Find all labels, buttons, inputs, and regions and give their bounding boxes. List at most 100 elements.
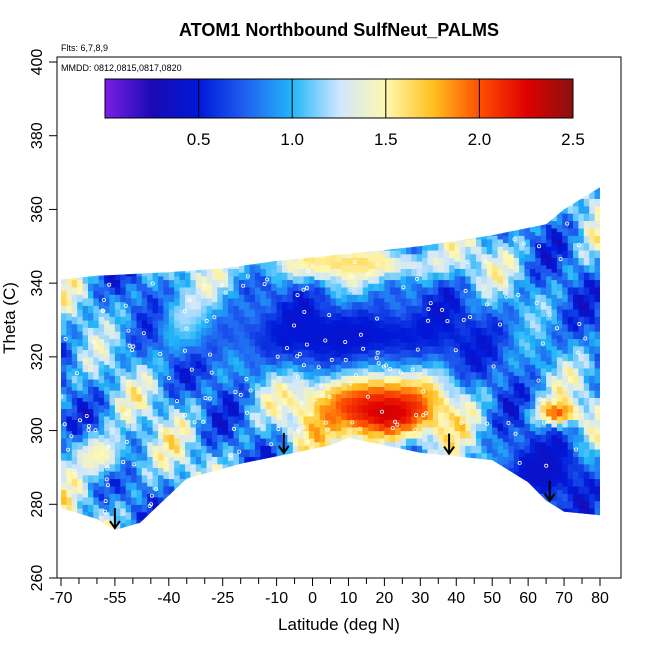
heatmap-cell (406, 423, 412, 432)
heatmap-cell (524, 423, 531, 432)
heatmap-cell (104, 408, 111, 417)
heatmap-cell (314, 264, 321, 273)
heatmap-cell (513, 345, 520, 354)
sample-point (343, 357, 348, 362)
heatmap-cell (190, 441, 197, 450)
sample-point (124, 411, 129, 416)
heatmap-cell (497, 305, 504, 314)
heatmap-cell (265, 423, 272, 432)
sample-point (350, 420, 355, 425)
heatmap-cell (228, 401, 235, 410)
heatmap-cell (551, 294, 558, 303)
heatmap-cell (427, 441, 434, 450)
heatmap-cell (260, 327, 267, 336)
x-tick-label: 50 (483, 590, 501, 607)
heatmap-cell (529, 379, 536, 387)
heatmap-cell (195, 301, 202, 310)
heatmap-cell (583, 272, 590, 281)
plot-frame (56, 56, 622, 579)
heatmap-cell (357, 404, 364, 413)
heatmap-cell (211, 345, 218, 354)
heatmap-cell (168, 426, 175, 435)
heatmap-cell (379, 334, 385, 343)
heatmap-cell (238, 264, 245, 273)
heatmap-cell (66, 334, 73, 343)
sample-point (295, 354, 300, 359)
heatmap-cell (476, 290, 482, 299)
heatmap-cell (298, 379, 305, 387)
heatmap-cell (201, 312, 208, 321)
heatmap-cell (529, 445, 536, 454)
heatmap-cell (88, 401, 94, 410)
heatmap-cell (255, 434, 261, 443)
heatmap-cell (529, 275, 536, 284)
heatmap-cell (325, 375, 332, 384)
heatmap-cell (233, 445, 240, 454)
heatmap-cell (249, 338, 256, 347)
heatmap-cell (583, 227, 590, 236)
heatmap-cell (476, 305, 482, 314)
heatmap-cell (179, 331, 186, 340)
y-tick-label: 260 (29, 565, 46, 592)
heatmap-cell (432, 250, 439, 258)
heatmap-cell (190, 375, 197, 384)
heatmap-cell (567, 272, 574, 281)
heatmap-cell (476, 445, 482, 454)
heatmap-cell (519, 316, 526, 325)
sample-point (387, 366, 392, 371)
heatmap-cell (93, 356, 100, 365)
heatmap-cell (362, 338, 369, 347)
heatmap-cell (373, 364, 380, 373)
heatmap-cell (298, 268, 305, 277)
heatmap-cell (416, 246, 423, 255)
heatmap-cell (583, 279, 590, 288)
heatmap-cell (454, 356, 461, 365)
heatmap-cell (416, 356, 423, 365)
sample-point (238, 392, 243, 397)
heatmap-cell (540, 294, 547, 303)
heatmap-cell (61, 460, 67, 469)
heatmap-cell (411, 342, 418, 351)
heatmap-cell (589, 323, 596, 332)
heatmap-cell (481, 283, 488, 292)
heatmap-cell (573, 264, 579, 273)
heatmap-cell (82, 474, 89, 483)
heatmap-cell (476, 349, 482, 358)
heatmap-cell (287, 331, 294, 340)
heatmap-cell (314, 323, 321, 332)
heatmap-cell (373, 268, 380, 277)
heatmap-cell (163, 294, 170, 303)
heatmap-cell (384, 353, 391, 362)
sample-point (159, 427, 164, 432)
heatmap-cell (476, 408, 482, 417)
heatmap-cell (141, 342, 148, 351)
heatmap-cell (476, 327, 482, 336)
heatmap-cell (61, 496, 67, 505)
heatmap-cell (66, 504, 73, 513)
heatmap-cell (519, 345, 526, 354)
heatmap-cell (131, 445, 138, 454)
sample-point (295, 375, 300, 380)
heatmap-cell (265, 460, 272, 469)
heatmap-cell (432, 426, 439, 435)
heatmap-cell (271, 349, 278, 358)
heatmap-cell (260, 283, 267, 292)
heatmap-cell (298, 452, 305, 461)
heatmap-cell (190, 471, 197, 480)
heatmap-cell (271, 386, 278, 395)
heatmap-cell (406, 356, 412, 365)
heatmap-cell (357, 426, 364, 435)
heatmap-cell (88, 386, 94, 395)
heatmap-cell (82, 297, 89, 306)
heatmap-cell (346, 404, 353, 413)
sample-point (540, 341, 545, 346)
heatmap-cell (125, 511, 132, 520)
heatmap-cell (556, 231, 563, 240)
sample-point (141, 331, 146, 336)
heatmap-cell (562, 220, 569, 229)
heatmap-cell (578, 449, 585, 457)
sample-point (374, 355, 379, 360)
heatmap-cell (427, 279, 434, 288)
heatmap-cell (470, 401, 477, 410)
